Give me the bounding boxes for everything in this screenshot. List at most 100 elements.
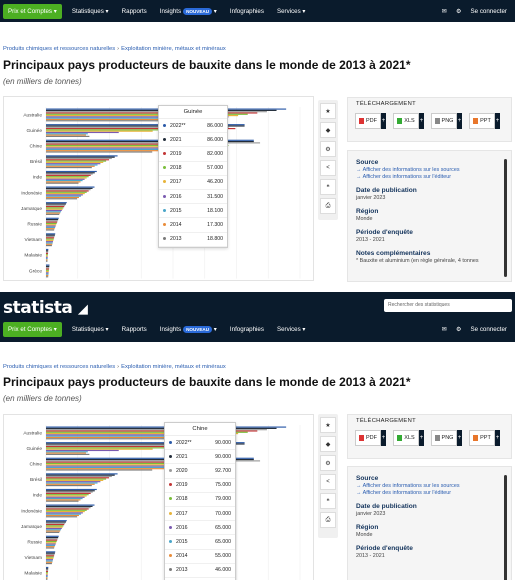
print-icon[interactable]: ⎙ xyxy=(320,512,336,528)
bar[interactable] xyxy=(46,478,107,480)
bar[interactable] xyxy=(46,522,66,524)
bar[interactable] xyxy=(46,559,54,561)
bar[interactable] xyxy=(46,509,87,511)
share-icon[interactable]: < xyxy=(320,160,336,176)
bar[interactable] xyxy=(46,206,65,208)
bar[interactable] xyxy=(46,538,58,540)
nav-insights[interactable]: Insights NOUVEAU ▾ xyxy=(159,7,217,15)
bar[interactable] xyxy=(46,490,95,492)
bar[interactable] xyxy=(46,461,220,463)
bar[interactable] xyxy=(46,521,66,523)
statista-logo[interactable]: statista ◢ xyxy=(3,298,88,318)
bar[interactable] xyxy=(46,499,81,501)
bar[interactable] xyxy=(46,508,89,510)
bar[interactable] xyxy=(46,269,49,271)
bar[interactable] xyxy=(46,229,55,231)
bar[interactable] xyxy=(46,212,61,214)
bar[interactable] xyxy=(46,265,50,267)
publisher-link[interactable]: → Afficher des informations sur l'éditeu… xyxy=(356,490,452,496)
bar[interactable] xyxy=(46,537,59,539)
bar[interactable] xyxy=(46,113,248,115)
bar[interactable] xyxy=(46,133,88,135)
bar[interactable] xyxy=(46,573,48,575)
bar[interactable] xyxy=(46,446,236,448)
bar[interactable] xyxy=(46,135,90,137)
bar[interactable] xyxy=(46,468,173,470)
bar[interactable] xyxy=(46,560,53,562)
bar[interactable] xyxy=(46,557,54,559)
bar[interactable] xyxy=(46,228,55,230)
bar[interactable] xyxy=(46,202,67,204)
bar[interactable] xyxy=(46,268,50,270)
bar[interactable] xyxy=(46,457,254,459)
bar[interactable] xyxy=(46,125,245,127)
bar[interactable] xyxy=(46,156,115,158)
bar[interactable] xyxy=(46,141,254,143)
search-input[interactable]: Rechercher des statistiques xyxy=(384,299,512,312)
gear-icon[interactable]: ⚙ xyxy=(455,325,462,333)
nav-infographies[interactable]: Infographies xyxy=(229,325,264,333)
bar[interactable] xyxy=(46,221,58,223)
bar[interactable] xyxy=(46,485,92,487)
bar[interactable] xyxy=(46,462,229,465)
nav-insights[interactable]: Insights NOUVEAU ▾ xyxy=(159,325,217,333)
bar[interactable] xyxy=(46,529,61,531)
nav-rapports[interactable]: Rapports xyxy=(121,7,147,15)
bar[interactable] xyxy=(46,239,54,241)
bar[interactable] xyxy=(46,243,53,245)
bar[interactable] xyxy=(46,159,109,161)
bar[interactable] xyxy=(46,556,54,558)
bar[interactable] xyxy=(46,469,153,471)
bar[interactable] xyxy=(46,155,118,157)
bar[interactable] xyxy=(46,126,229,128)
bar[interactable] xyxy=(46,498,83,500)
bar[interactable] xyxy=(46,494,89,496)
bar[interactable] xyxy=(46,276,49,278)
bar[interactable] xyxy=(46,500,79,502)
bar[interactable] xyxy=(46,130,153,132)
bar[interactable] xyxy=(46,111,267,113)
bar[interactable] xyxy=(46,180,83,182)
bar[interactable] xyxy=(46,569,49,571)
nav-statistiques[interactable]: Statistiques ▾ xyxy=(71,7,109,15)
bar[interactable] xyxy=(46,505,93,507)
bar[interactable] xyxy=(46,553,55,556)
bar[interactable] xyxy=(46,178,85,180)
download-pdf-button[interactable]: PDF + xyxy=(355,113,386,129)
bar[interactable] xyxy=(46,551,56,553)
gear-icon[interactable]: ⚙ xyxy=(455,7,462,15)
bar[interactable] xyxy=(46,134,86,136)
quote-icon[interactable]: ❝ xyxy=(320,179,336,195)
bar[interactable] xyxy=(46,566,49,569)
bar[interactable] xyxy=(46,495,87,497)
bar[interactable] xyxy=(46,177,87,179)
bar[interactable] xyxy=(46,271,49,273)
bar[interactable] xyxy=(46,273,49,275)
bar[interactable] xyxy=(46,163,101,165)
download-png-button[interactable]: PNG + xyxy=(431,113,462,129)
bar[interactable] xyxy=(46,442,245,444)
bar[interactable] xyxy=(46,438,200,440)
bar[interactable] xyxy=(46,144,229,147)
bar[interactable] xyxy=(46,198,78,200)
quote-icon[interactable]: ❝ xyxy=(320,493,336,509)
bar[interactable] xyxy=(46,430,258,432)
bar[interactable] xyxy=(46,164,98,166)
bar[interactable] xyxy=(46,225,56,227)
nav-services[interactable]: Services ▾ xyxy=(276,7,306,15)
bar[interactable] xyxy=(46,436,210,439)
bar[interactable] xyxy=(46,526,63,528)
bar[interactable] xyxy=(46,237,55,239)
bar[interactable] xyxy=(46,115,239,117)
bar[interactable] xyxy=(46,160,107,162)
bell-icon[interactable]: ◆ xyxy=(320,122,336,138)
bar[interactable] xyxy=(46,539,58,541)
login-link[interactable]: Se connecter xyxy=(470,7,507,15)
bar[interactable] xyxy=(46,460,261,462)
bar[interactable] xyxy=(46,219,59,221)
bar[interactable] xyxy=(46,524,65,526)
bar[interactable] xyxy=(46,222,57,225)
nav-statistiques[interactable]: Statistiques ▾ xyxy=(71,325,109,333)
bar[interactable] xyxy=(46,117,219,119)
download-xls-button[interactable]: XLS + xyxy=(393,113,424,129)
